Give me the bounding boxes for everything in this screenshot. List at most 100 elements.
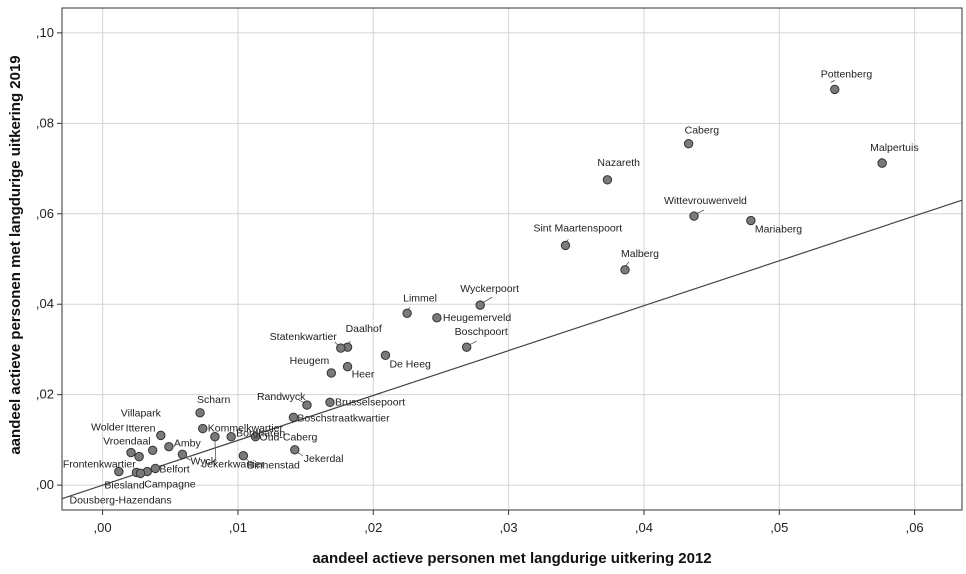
plot-area (61, 7, 963, 511)
data-point (830, 84, 840, 95)
data-point (290, 445, 300, 455)
point-label: Wittevrouwenveld (664, 195, 747, 207)
y-tick-label: ,10 (36, 25, 54, 40)
data-point (602, 175, 613, 185)
data-point (177, 449, 188, 460)
x-axis: ,00 ,01 ,02 ,03 ,04 ,05 ,06 (94, 510, 924, 535)
leader-line (214, 440, 217, 463)
point-label: Biesland (104, 479, 144, 491)
point-label: Frontenkwartier (63, 459, 136, 471)
point-label: De Heeg (389, 358, 431, 370)
point-label: Itteren (126, 422, 156, 434)
x-tick-label: ,05 (770, 520, 788, 535)
data-point (402, 308, 412, 318)
point-label: Brusselsepoort (335, 396, 405, 408)
point-label: Statenkwartier (270, 331, 338, 343)
point-label: Daalhof (346, 323, 382, 335)
data-point (147, 445, 158, 456)
data-point (380, 350, 391, 361)
y-tick-label: ,08 (36, 115, 54, 130)
grid (62, 8, 962, 510)
data-point (210, 432, 220, 442)
data-point (461, 342, 472, 352)
point-label: Nazareth (597, 157, 640, 169)
point-label: Scharn (197, 394, 230, 406)
point-label: Belfort (159, 463, 189, 475)
label-leaders (184, 80, 883, 463)
point-label: Jekerdal (304, 453, 344, 465)
point-label: Limmel (403, 292, 437, 304)
point-label: Dousberg-Hazendans (69, 494, 171, 506)
point-label: Oud-Caberg (260, 432, 318, 444)
y-tick-label: ,06 (36, 206, 54, 221)
point-label: Malpertuis (870, 142, 918, 154)
data-point (150, 463, 161, 474)
data-point (195, 408, 205, 418)
point-label: Vroendaal (103, 436, 150, 448)
data-point (683, 138, 694, 149)
point-label: Campagne (144, 479, 196, 491)
point-label: Kommelkwartier (208, 423, 284, 435)
point-label: Villapark (121, 407, 162, 419)
data-point (126, 447, 136, 458)
data-point (689, 211, 699, 221)
point-label: Boschpoort (455, 326, 508, 338)
data-point (475, 300, 485, 310)
data-point (302, 400, 312, 410)
point-label: Heer (352, 369, 375, 381)
data-point (336, 343, 346, 353)
point-label: Jekerkwartier (202, 459, 265, 471)
y-tick-label: ,04 (36, 296, 54, 311)
x-tick-label: ,01 (229, 520, 247, 535)
point-label: Pottenberg (821, 68, 873, 80)
leader-line (830, 80, 835, 83)
leader-line (481, 296, 493, 304)
x-tick-label: ,06 (906, 520, 924, 535)
fit-line (61, 199, 963, 500)
data-point (250, 432, 261, 442)
data-point (135, 468, 146, 479)
x-tick-label: ,03 (500, 520, 518, 535)
point-label: Wyck (190, 455, 216, 467)
data-point (288, 412, 299, 422)
data-point (325, 397, 335, 408)
data-point (326, 368, 337, 378)
point-label: Amby (174, 438, 202, 450)
point-label: Caberg (685, 125, 720, 137)
data-point (164, 441, 174, 452)
data-point (342, 361, 353, 372)
data-point (238, 451, 249, 461)
y-tick-label: ,02 (36, 387, 54, 402)
data-point (114, 466, 124, 477)
data-point (156, 430, 166, 441)
point-label: Randwyck (257, 391, 306, 403)
data-point (134, 451, 144, 462)
point-label: Binnenstad (247, 460, 300, 472)
x-tick-label: ,00 (94, 520, 112, 535)
data-point (198, 423, 208, 434)
x-tick-label: ,04 (635, 520, 653, 535)
point-labels: Pottenberg Caberg Malpertuis Nazareth Wittev… (63, 68, 919, 506)
point-label: Heugem (290, 355, 330, 367)
point-label: Heugemerveld (443, 312, 511, 324)
y-tick-label: ,00 (36, 477, 54, 492)
point-label: Wolder (91, 422, 125, 434)
point-label: Sint Maartenspoort (533, 222, 622, 234)
point-label: Borgharen (236, 428, 285, 440)
y-axis-title: aandeel actieve personen met langdurige … (7, 55, 24, 454)
data-point (877, 158, 887, 168)
data-point (620, 265, 630, 275)
data-point (432, 313, 442, 323)
data-points (114, 84, 887, 479)
data-point (226, 432, 236, 442)
x-tick-label: ,02 (364, 520, 382, 535)
x-axis-title: aandeel actieve personen met langdurige … (312, 550, 711, 567)
data-point (560, 240, 571, 251)
data-point (746, 215, 756, 226)
point-label: Malberg (621, 248, 659, 260)
y-axis: ,00 ,02 ,04 ,06 ,08 ,10 (36, 25, 62, 492)
point-label: Boschstraatkwartier (297, 412, 390, 424)
point-label: Mariaberg (755, 224, 802, 236)
point-label: Wyckerpoort (460, 283, 519, 295)
